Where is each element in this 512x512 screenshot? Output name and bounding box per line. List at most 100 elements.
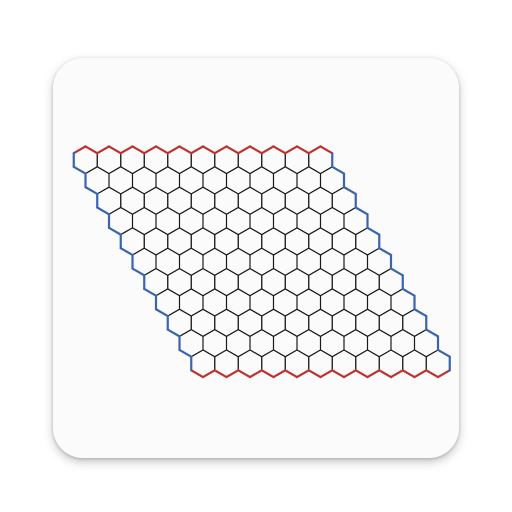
hex-cell[interactable] [214,308,239,338]
hex-cell[interactable] [155,166,181,195]
hex-cell[interactable] [390,328,416,358]
blue-edge-segment [331,165,346,175]
hex-cell[interactable] [225,247,251,276]
hex-cell[interactable] [261,267,286,297]
hex-cell[interactable] [155,247,181,276]
hex-cell[interactable] [272,206,298,236]
hex-cell[interactable] [202,166,228,195]
hex-cell[interactable] [272,328,298,358]
red-edge-segment [260,145,275,155]
hex-cell[interactable] [225,166,251,195]
blue-edge-segment [72,165,87,175]
hex-cell[interactable] [202,247,228,276]
hex-cell[interactable] [308,227,333,256]
hex-cell[interactable] [214,267,239,297]
hex-cell[interactable] [331,267,357,297]
red-edge-segment [284,369,299,379]
hex-cell[interactable] [178,247,204,276]
hex-cell[interactable] [272,247,298,276]
blue-edge-segment [107,226,122,236]
hex-cell[interactable] [190,308,216,338]
hex-cell[interactable] [167,227,192,256]
hex-cell[interactable] [131,166,157,195]
hex-cell[interactable] [214,227,239,256]
hex-cell[interactable] [296,288,322,317]
hex-cell[interactable] [308,186,333,215]
red-edge-segment [201,369,216,379]
hex-cell[interactable] [190,267,216,297]
hex-cell[interactable] [202,288,228,317]
blue-edge-segment [354,206,369,216]
hex-cell[interactable] [296,328,322,358]
hex-cell[interactable] [249,288,275,317]
hex-cell[interactable] [202,328,228,358]
red-edge-segment [96,145,111,155]
red-edge-segment [143,145,158,155]
hex-cell[interactable] [190,186,216,215]
hex-cell[interactable] [237,227,263,256]
hex-cell[interactable] [355,308,380,338]
red-edge-segment [401,369,416,379]
hex-cell[interactable] [366,328,392,358]
hex-cell[interactable] [225,206,251,236]
hex-cell[interactable] [225,328,251,358]
red-edge-segment [354,369,369,379]
hex-cell[interactable] [331,308,357,338]
red-edge-segment [119,145,134,155]
hex-cell[interactable] [155,206,181,236]
hex-cell[interactable] [331,227,357,256]
hex-cell[interactable] [178,288,204,317]
red-edge-segment [154,145,169,155]
hex-cell[interactable] [214,186,239,215]
hex-cell[interactable] [343,288,369,317]
blue-edge-segment [425,328,440,338]
hex-cell[interactable] [284,308,310,338]
hex-cell[interactable] [143,227,169,256]
red-edge-segment [307,369,322,379]
hex-cell[interactable] [296,206,322,236]
hex-cell[interactable] [319,247,345,276]
hex-cell[interactable] [343,328,369,358]
red-edge-segment [307,145,322,155]
hex-cell[interactable] [366,288,392,317]
hex-cell[interactable] [167,186,192,215]
hex-cell[interactable] [237,308,263,338]
hex-cell[interactable] [237,186,263,215]
hex-cell[interactable] [296,247,322,276]
hex-cell[interactable] [190,227,216,256]
hex-cell[interactable] [261,227,286,256]
hex-cell[interactable] [284,227,310,256]
hex-cell[interactable] [120,186,145,215]
hex-cell[interactable] [202,206,228,236]
hex-cell[interactable] [272,288,298,317]
hex-cell[interactable] [355,267,380,297]
hex-cell[interactable] [284,186,310,215]
hex-cell[interactable] [167,267,192,297]
hex-cell[interactable] [378,308,404,338]
hex-cell[interactable] [308,267,333,297]
hex-cell[interactable] [343,247,369,276]
blue-edge-segment [143,287,158,297]
red-edge-segment [425,369,440,379]
hex-cell[interactable] [319,206,345,236]
hex-cell[interactable] [261,308,286,338]
hex-cell[interactable] [143,186,169,215]
hex-cell[interactable] [108,166,134,195]
hex-cell[interactable] [296,166,322,195]
hex-cell[interactable] [272,166,298,195]
hex-cell[interactable] [131,206,157,236]
hex-cell[interactable] [178,166,204,195]
hex-cell[interactable] [178,206,204,236]
hex-cell[interactable] [284,267,310,297]
hex-cell[interactable] [308,308,333,338]
hex-cell[interactable] [319,328,345,358]
hex-cell[interactable] [249,206,275,236]
hex-cell[interactable] [249,166,275,195]
hex-cell[interactable] [249,247,275,276]
hex-cell[interactable] [319,288,345,317]
hex-cell[interactable] [225,288,251,317]
hex-cell[interactable] [249,328,275,358]
hex-cell[interactable] [237,267,263,297]
hex-cell[interactable] [261,186,286,215]
